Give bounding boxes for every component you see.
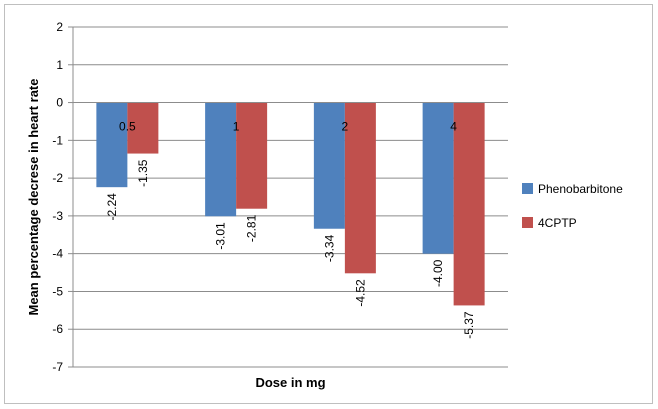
data-label: -3.01 bbox=[214, 222, 228, 250]
bar bbox=[127, 102, 159, 154]
data-label: -2.81 bbox=[245, 214, 259, 242]
legend-label: Phenobarbitone bbox=[538, 182, 623, 196]
y-tick-label: -2 bbox=[52, 171, 63, 185]
y-tick-label: 0 bbox=[56, 96, 63, 110]
x-axis-title: Dose in mg bbox=[255, 375, 325, 390]
data-label: -4.52 bbox=[353, 279, 367, 307]
bar bbox=[453, 102, 485, 306]
y-tick-label: 1 bbox=[56, 58, 63, 72]
data-label: -1.35 bbox=[136, 159, 150, 187]
bar bbox=[422, 102, 454, 254]
bar bbox=[96, 102, 128, 188]
bar bbox=[236, 102, 268, 209]
y-axis-title: Mean percentage decrese in heart rate bbox=[26, 79, 41, 316]
x-tick-label: 2 bbox=[342, 120, 349, 134]
bars bbox=[96, 102, 485, 306]
y-tick-label: -5 bbox=[52, 284, 63, 298]
axes: 2 1 0 -1 -2 -3 -4 -5 -6 -7 0.5 1 2 4 bbox=[52, 20, 508, 374]
data-label: -2.24 bbox=[105, 193, 119, 221]
y-tick-label: -4 bbox=[52, 247, 63, 261]
legend-swatch bbox=[522, 217, 533, 228]
bar bbox=[205, 102, 237, 217]
x-tick-label: 4 bbox=[450, 120, 457, 134]
x-tick-label: 0.5 bbox=[119, 120, 136, 134]
legend: Phenobarbitone 4CPTP bbox=[522, 182, 623, 230]
data-labels: -2.24 -3.01 -3.34 -4.00 -1.35 -2.81 -4.52 -5.37 bbox=[105, 159, 476, 339]
data-label: -4.00 bbox=[431, 259, 445, 287]
legend-label: 4CPTP bbox=[538, 216, 577, 230]
data-label: -5.37 bbox=[462, 311, 476, 339]
y-tick-label: -7 bbox=[52, 360, 63, 374]
bar bbox=[344, 102, 376, 274]
y-tick-label: -3 bbox=[52, 209, 63, 223]
data-label: -3.34 bbox=[322, 234, 336, 262]
bar bbox=[313, 102, 345, 229]
legend-swatch bbox=[522, 183, 533, 194]
y-tick-label: 2 bbox=[56, 20, 63, 34]
y-tick-label: -6 bbox=[52, 322, 63, 336]
x-tick-label: 1 bbox=[233, 120, 240, 134]
y-tick-label: -1 bbox=[52, 133, 63, 147]
